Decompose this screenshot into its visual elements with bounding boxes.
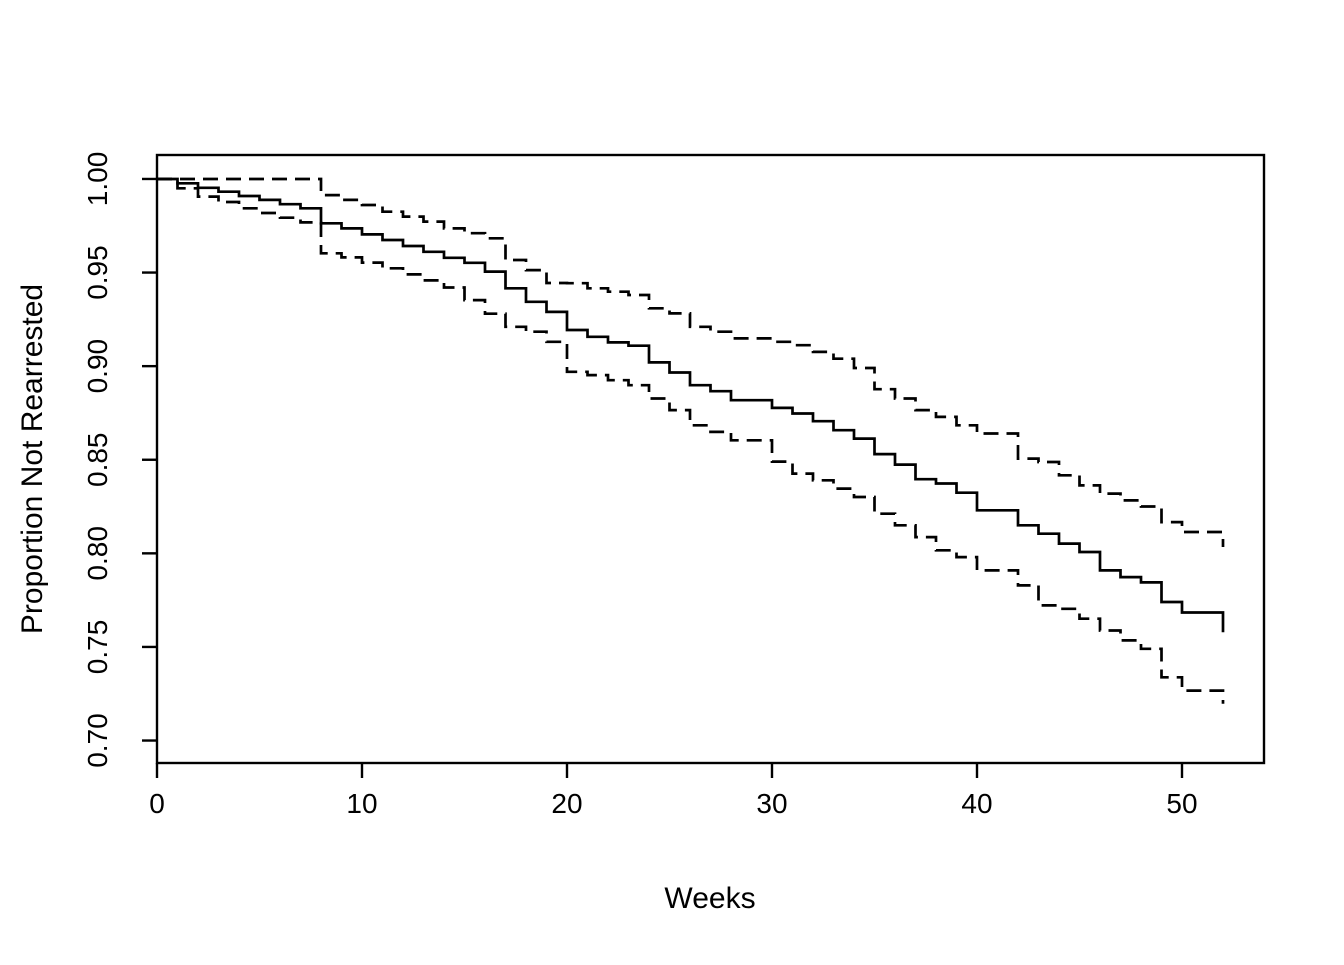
y-tick-label: 0.95 — [82, 245, 113, 300]
x-axis-title: Weeks — [664, 882, 755, 915]
y-tick-label: 0.85 — [82, 432, 113, 487]
survival-estimate-curve — [157, 177, 1225, 633]
y-axis-title: Proportion Not Rearrested — [16, 284, 49, 634]
x-tick-label: 30 — [756, 788, 787, 819]
y-tick-label: 1.00 — [82, 152, 113, 207]
x-tick-label: 40 — [961, 788, 992, 819]
y-tick-label: 0.90 — [82, 339, 113, 394]
x-tick-label: 0 — [149, 788, 165, 819]
x-tick-label: 50 — [1166, 788, 1197, 819]
upper-95-ci-curve — [157, 177, 1225, 547]
curves — [157, 177, 1225, 704]
x-tick-label: 10 — [346, 788, 377, 819]
y-tick-label: 0.80 — [82, 526, 113, 581]
y-tick-label: 0.75 — [82, 620, 113, 675]
x-axis: 0 10 20 30 40 50 — [149, 763, 1198, 819]
y-tick-label: 0.70 — [82, 713, 113, 768]
y-axis: 0.70 0.75 0.80 0.85 0.90 0.95 1.00 — [82, 152, 157, 768]
plot-box — [155, 153, 1266, 765]
x-tick-label: 20 — [551, 788, 582, 819]
lower-95-ci-curve — [157, 177, 1225, 704]
